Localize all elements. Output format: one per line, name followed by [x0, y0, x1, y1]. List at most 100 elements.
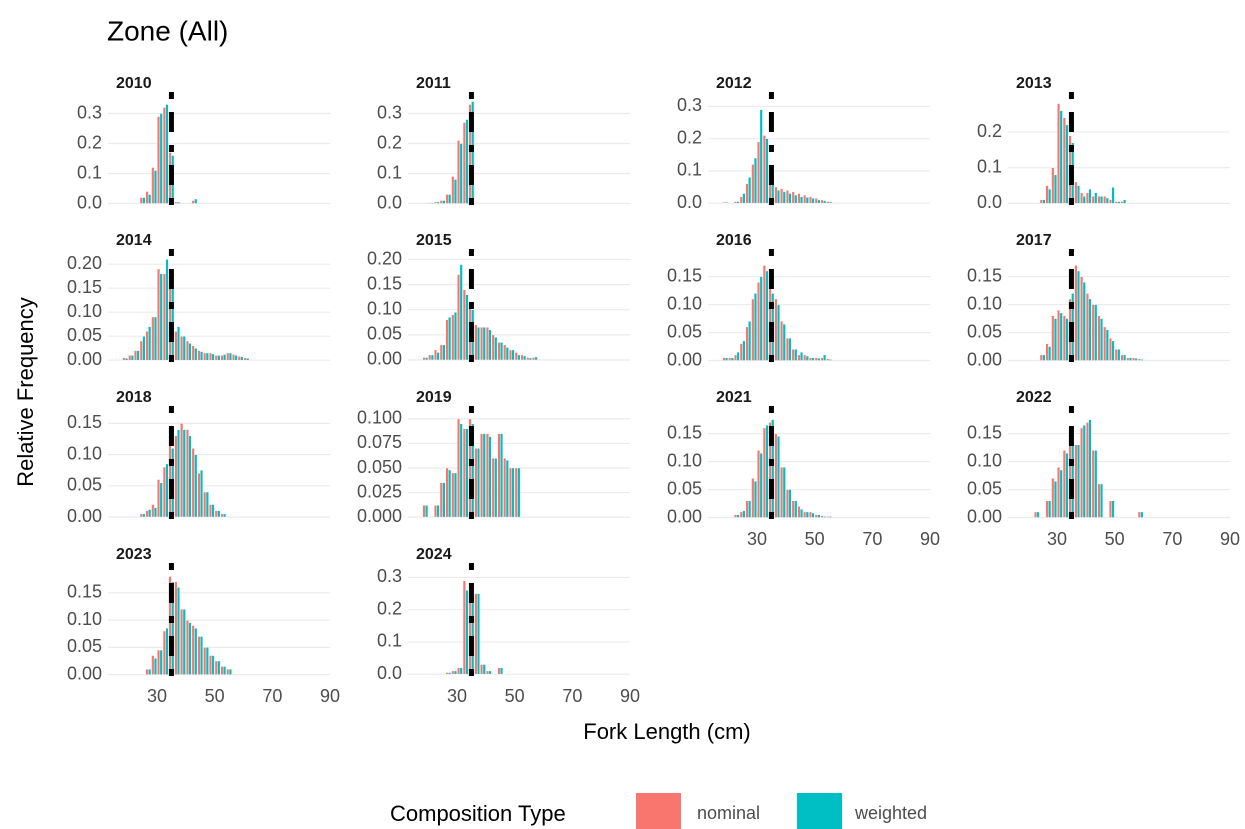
x-tick-label: 30 — [747, 529, 767, 549]
bar — [453, 179, 457, 204]
bar — [759, 276, 763, 361]
bar — [174, 201, 178, 204]
bar — [1134, 358, 1138, 361]
bar — [485, 433, 489, 518]
bar — [1097, 315, 1101, 361]
bar — [136, 350, 140, 361]
x-tick-label: 70 — [1162, 529, 1182, 549]
bar — [774, 298, 778, 361]
bar — [791, 500, 795, 518]
x-tick-label: 50 — [205, 686, 225, 706]
bar — [1100, 483, 1104, 518]
bar — [817, 199, 821, 204]
x-tick-label: 70 — [862, 529, 882, 549]
bar — [765, 138, 769, 204]
bar — [745, 500, 749, 518]
bar — [465, 590, 469, 675]
x-tick-label: 90 — [320, 686, 340, 706]
bar — [517, 354, 521, 361]
y-tick-label: 0.1 — [977, 156, 1002, 176]
y-tick-label: 0.2 — [77, 132, 102, 152]
y-tick-label: 0.15 — [367, 273, 402, 293]
y-tick-label: 0.05 — [67, 325, 102, 345]
bar — [1100, 196, 1104, 204]
y-tick-label: 0.10 — [67, 443, 102, 463]
bar — [759, 452, 763, 518]
bar — [200, 351, 204, 361]
bar — [730, 357, 734, 361]
x-tick-label: 90 — [1220, 529, 1240, 549]
bar — [782, 191, 786, 204]
bar — [828, 359, 832, 361]
bar — [1094, 304, 1098, 361]
panel-title: 2010 — [116, 75, 152, 92]
y-tick-label: 0.050 — [357, 457, 402, 477]
bar — [208, 504, 212, 518]
y-tick-label: 0.2 — [977, 121, 1002, 141]
bar — [176, 429, 180, 518]
bar — [176, 587, 180, 675]
bar — [174, 331, 178, 361]
bar — [753, 157, 757, 204]
bar — [425, 505, 429, 518]
bar — [220, 666, 224, 675]
bar — [180, 336, 184, 361]
bar — [751, 478, 755, 518]
bar — [439, 482, 443, 518]
bar — [203, 647, 207, 675]
bar — [157, 268, 161, 361]
bar — [820, 357, 824, 361]
bar — [232, 354, 236, 361]
bar — [1059, 110, 1063, 204]
bar — [1042, 199, 1046, 204]
bar — [157, 649, 161, 675]
bar — [448, 317, 452, 361]
bar — [459, 264, 463, 361]
bar — [223, 513, 227, 518]
bar — [442, 344, 446, 361]
bar — [814, 198, 818, 204]
bar — [182, 608, 186, 675]
bar — [1094, 450, 1098, 518]
bar — [465, 428, 469, 518]
bar — [1051, 167, 1055, 204]
bar — [748, 321, 752, 361]
bar — [1062, 117, 1066, 204]
bar — [826, 358, 830, 361]
bar — [1137, 358, 1141, 361]
y-tick-label: 0.10 — [367, 298, 402, 318]
bar — [776, 436, 780, 518]
bar — [725, 201, 729, 204]
bar — [153, 316, 157, 361]
bar — [817, 358, 821, 361]
bar — [794, 500, 798, 518]
bar — [159, 482, 163, 518]
bar — [1137, 511, 1141, 518]
bar — [445, 672, 449, 675]
bar — [768, 281, 772, 361]
bar — [757, 281, 761, 361]
bar — [425, 357, 429, 361]
bar — [197, 473, 201, 518]
y-tick-label: 0.05 — [367, 324, 402, 344]
x-tick-label: 90 — [620, 686, 640, 706]
bar — [208, 352, 212, 361]
bar — [153, 170, 157, 204]
bar — [1080, 192, 1084, 204]
bar — [1045, 185, 1049, 204]
bar — [780, 188, 784, 204]
bar — [788, 489, 792, 518]
bar — [757, 141, 761, 204]
y-tick-label: 0.000 — [357, 506, 402, 526]
y-tick-label: 0.15 — [967, 422, 1002, 442]
legend-swatch — [797, 793, 842, 829]
bar — [457, 418, 461, 518]
bar — [794, 349, 798, 361]
bar — [165, 104, 169, 204]
bar — [1111, 187, 1115, 204]
bar — [1074, 444, 1078, 518]
y-tick-label: 0.025 — [357, 481, 402, 501]
bar — [782, 323, 786, 361]
bar — [243, 357, 247, 361]
